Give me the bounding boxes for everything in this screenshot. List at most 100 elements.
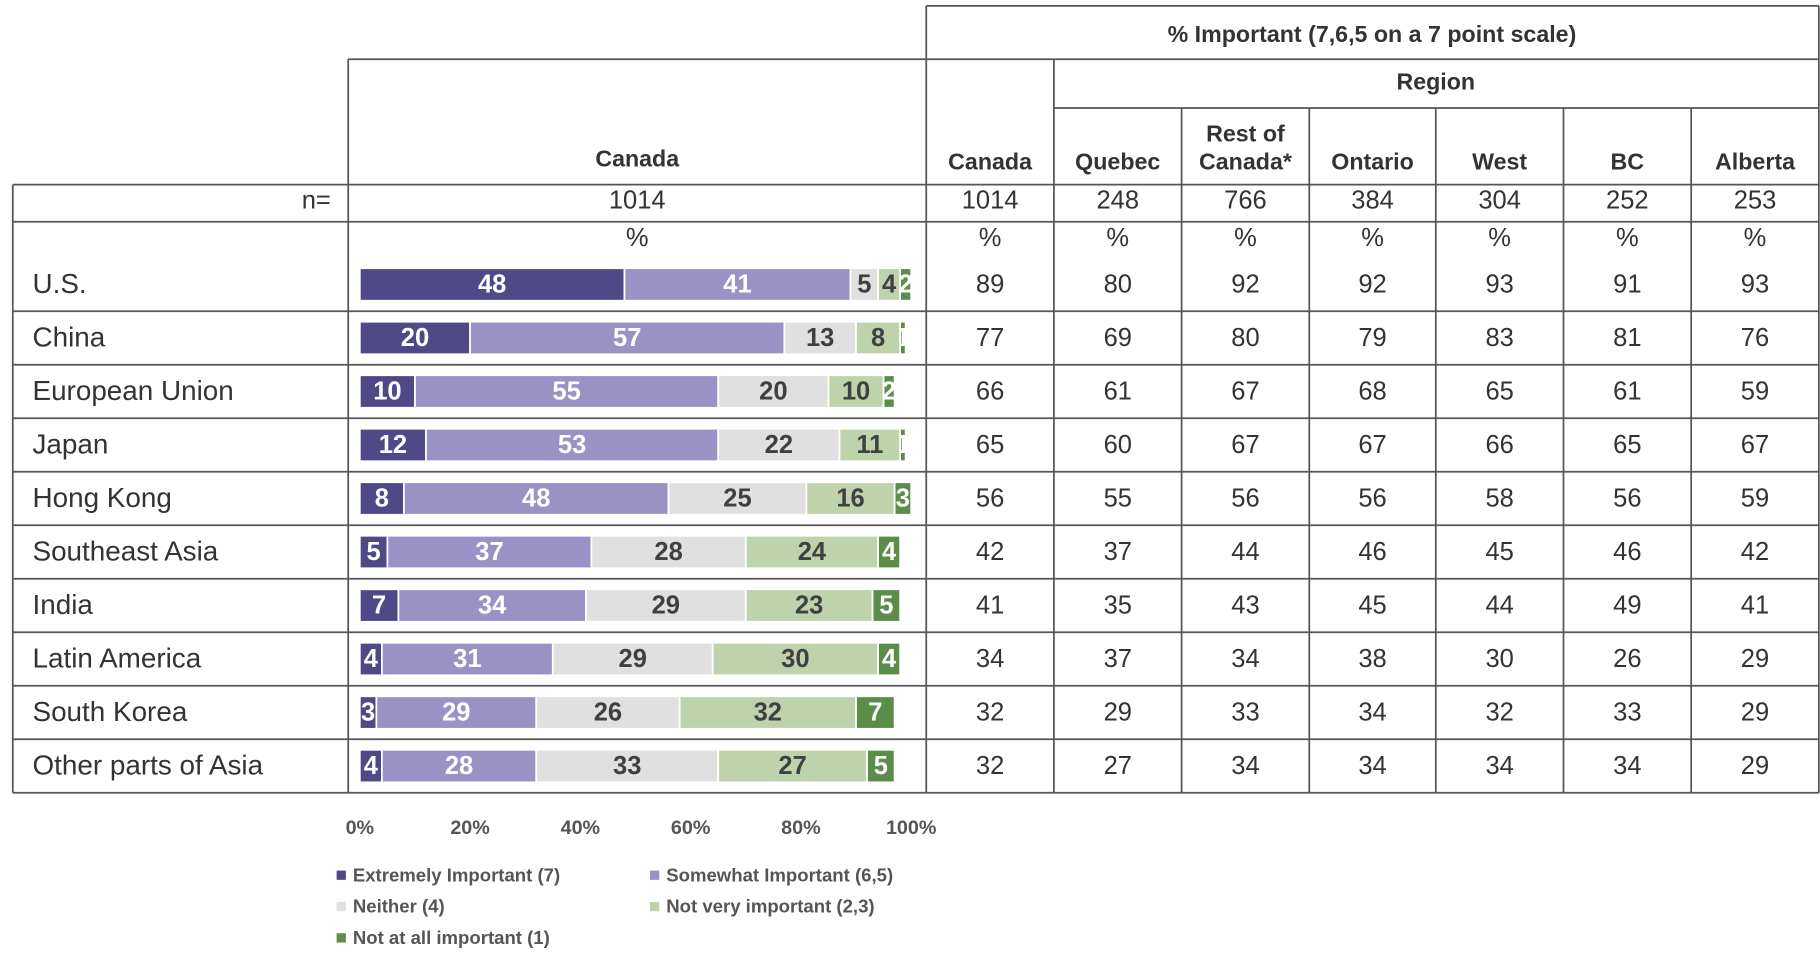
- cell-value: 41: [1741, 591, 1769, 619]
- bar: [899, 320, 907, 356]
- bar-label: 1: [896, 431, 910, 459]
- bar-label: 32: [754, 698, 782, 726]
- bar-label: 28: [445, 752, 473, 780]
- bar: [386, 534, 593, 570]
- cell-value: 45: [1358, 591, 1386, 619]
- cell-value: 65: [976, 431, 1004, 459]
- bar: [899, 427, 907, 463]
- bar: [717, 748, 868, 784]
- bar: [717, 374, 830, 409]
- unit: %: [1234, 224, 1257, 252]
- cell-value: 83: [1485, 324, 1513, 352]
- bar: [585, 588, 747, 623]
- cell-value: 34: [1358, 752, 1386, 780]
- bar-label: 25: [723, 484, 751, 512]
- n-value: 766: [1224, 187, 1267, 215]
- bar-label: 20: [759, 377, 787, 405]
- bar: [358, 267, 626, 302]
- cell-value: 79: [1358, 324, 1386, 352]
- group-label: Region: [1396, 69, 1475, 95]
- column-header-text: Ontario: [1331, 149, 1414, 176]
- cell-value: 30: [1485, 645, 1513, 673]
- cell-value: 67: [1231, 431, 1259, 459]
- bar: [375, 695, 538, 730]
- n-value: 252: [1606, 187, 1649, 215]
- cell-value: 92: [1358, 270, 1386, 298]
- x-tick-label: 20%: [450, 817, 490, 839]
- bar: [425, 427, 720, 463]
- column-header-text: BC: [1610, 149, 1645, 176]
- bar: [893, 481, 913, 516]
- cell-value: 29: [1741, 645, 1769, 673]
- cell-value: 33: [1231, 698, 1259, 726]
- cell-value: 29: [1741, 698, 1769, 726]
- bar: [827, 374, 885, 409]
- cell-value: 56: [1358, 484, 1386, 512]
- bar-label: 48: [522, 484, 550, 512]
- cell-value: 65: [1613, 431, 1641, 459]
- bar-label: 30: [781, 645, 809, 673]
- bar-label: 3: [361, 698, 375, 726]
- row-label: Hong Kong: [33, 482, 172, 513]
- chart-unit: %: [626, 224, 649, 252]
- cell-value: 34: [1358, 698, 1386, 726]
- column-header: Quebec: [1075, 150, 1160, 176]
- bar: [535, 748, 720, 784]
- column-header: BC: [1610, 149, 1645, 176]
- cell-value: 93: [1741, 270, 1769, 298]
- unit: %: [1488, 224, 1511, 252]
- bar-label: 27: [778, 752, 806, 780]
- column-header: Ontario: [1331, 149, 1414, 176]
- cell-value: 32: [976, 698, 1004, 726]
- row-label: Other parts of Asia: [33, 750, 264, 781]
- cell-value: 81: [1613, 324, 1641, 352]
- cell-value: 93: [1485, 270, 1513, 298]
- bar-label: 10: [373, 377, 401, 405]
- cell-value: 38: [1358, 645, 1386, 673]
- bar-label: 5: [879, 591, 893, 619]
- cell-value: 80: [1104, 270, 1132, 298]
- bar-label: 37: [475, 538, 503, 566]
- bar-label: 34: [478, 591, 507, 619]
- column-header-text: Canada: [948, 149, 1033, 176]
- x-tick-label: 80%: [781, 817, 821, 839]
- cell-value: 61: [1613, 377, 1641, 405]
- bar: [877, 641, 902, 677]
- cell-value: 58: [1485, 484, 1513, 512]
- bar-label: 48: [478, 270, 506, 298]
- cell-value: 56: [1231, 484, 1259, 512]
- cell-value: 34: [1613, 752, 1641, 780]
- column-header: Rest of Canada*: [1198, 121, 1292, 176]
- cell-value: 66: [976, 377, 1004, 405]
- cell-value: 26: [1613, 645, 1641, 673]
- n-value: 1014: [962, 187, 1019, 215]
- cell-value: 56: [976, 484, 1004, 512]
- unit: %: [979, 224, 1002, 252]
- legend-swatch: [336, 933, 346, 943]
- bar-label: 2: [882, 377, 896, 405]
- cell-value: 77: [976, 324, 1004, 352]
- cell-value: 37: [1104, 538, 1132, 566]
- bar-label: 16: [836, 484, 864, 512]
- column-header: Alberta: [1715, 150, 1795, 176]
- cell-value: 60: [1104, 431, 1132, 459]
- cell-value: 67: [1741, 431, 1769, 459]
- cell-value: 61: [1104, 377, 1132, 405]
- bar-label: 4: [364, 752, 379, 780]
- bar: [849, 267, 879, 302]
- column-header-text: Rest of Canada*: [1198, 121, 1292, 176]
- unit: %: [1361, 224, 1384, 252]
- bar-label: 5: [857, 270, 871, 298]
- n-value: 384: [1351, 187, 1394, 215]
- bar: [358, 374, 416, 409]
- bar-label: 7: [372, 591, 386, 619]
- cell-value: 92: [1231, 270, 1259, 298]
- bar: [358, 427, 427, 463]
- x-tick-label: 60%: [671, 817, 711, 839]
- cell-value: 67: [1231, 377, 1259, 405]
- cell-value: 44: [1231, 538, 1259, 566]
- cell-value: 49: [1613, 591, 1641, 619]
- bar: [381, 641, 554, 677]
- bar: [358, 320, 471, 356]
